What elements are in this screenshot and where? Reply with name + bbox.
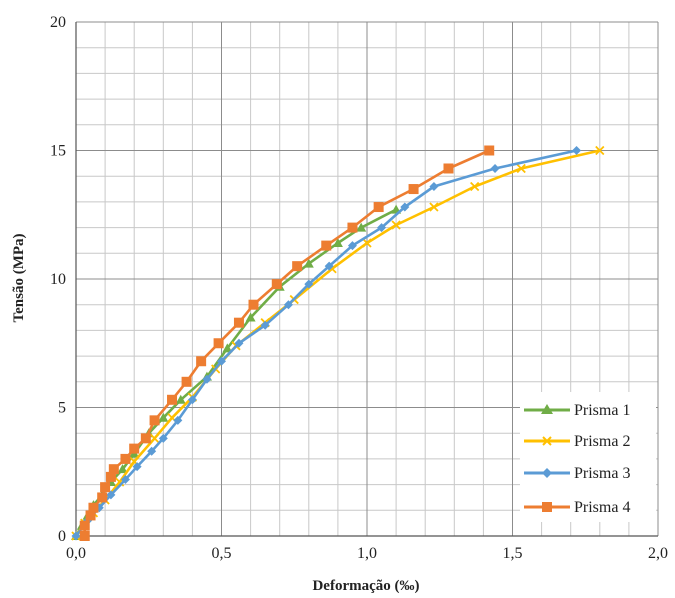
data-point [85, 510, 96, 521]
data-point [356, 222, 367, 232]
data-point [196, 356, 207, 367]
data-point [129, 443, 140, 454]
data-point [132, 462, 142, 472]
legend-label-prisma-3: Prisma 3 [574, 465, 630, 482]
data-point [260, 320, 270, 330]
data-point [234, 338, 244, 348]
data-point [490, 163, 500, 173]
x-tick-label: 1,0 [357, 545, 377, 562]
data-point [117, 464, 128, 474]
legend-entry-prisma-4: Prisma 4 [524, 499, 630, 516]
data-point [303, 258, 314, 268]
data-point [304, 279, 314, 289]
data-point [443, 163, 454, 174]
data-point [400, 202, 410, 212]
data-point [271, 279, 282, 290]
data-point [429, 181, 439, 191]
y-tick-label: 15 [50, 143, 66, 160]
data-point [373, 202, 384, 213]
data-point [429, 202, 439, 212]
data-point [484, 145, 495, 156]
x-tick-label: 2,0 [648, 545, 668, 562]
triangle-marker-icon [541, 404, 553, 414]
data-point [120, 453, 131, 464]
data-point [140, 433, 151, 444]
data-point [595, 145, 605, 156]
series-line-prisma-1 [74, 208, 397, 537]
data-point [105, 471, 116, 482]
data-point [347, 222, 358, 233]
data-point [173, 415, 183, 425]
legend-entry-prisma-2: Prisma 2 [524, 433, 630, 450]
data-point [158, 412, 169, 422]
data-point [321, 240, 332, 251]
data-point [213, 338, 224, 349]
data-point [106, 490, 116, 500]
data-point [147, 446, 157, 456]
data-point [222, 343, 233, 353]
y-tick-label: 10 [50, 271, 66, 288]
data-point [120, 474, 130, 484]
x-tick-label: 0,5 [212, 545, 232, 562]
y-tick-label: 5 [58, 400, 66, 417]
data-point [377, 223, 387, 233]
series-prisma-3 [71, 146, 582, 541]
data-point [362, 238, 372, 248]
tick-labels: 0,0 0,5 1,0 1,5 2,0 0 5 10 15 20 [50, 14, 668, 562]
data-point [149, 433, 160, 443]
data-point [167, 394, 178, 405]
data-point [79, 531, 90, 541]
data-point [187, 395, 197, 405]
data-point [88, 502, 99, 513]
data-point [175, 394, 186, 404]
data-point [71, 531, 81, 541]
series-layer [71, 145, 605, 541]
data-point [324, 261, 334, 271]
y-tick-label: 20 [50, 14, 66, 31]
data-point [332, 238, 343, 248]
data-point [97, 492, 108, 503]
data-point [347, 241, 357, 251]
series-prisma-4 [79, 145, 495, 541]
legend-label-prisma-4: Prisma 4 [574, 499, 630, 516]
square-marker-icon [542, 502, 552, 512]
data-point [217, 356, 226, 366]
data-point [100, 482, 111, 493]
diamond-marker-icon [542, 468, 552, 478]
data-point [470, 181, 480, 192]
x-tick-label: 1,5 [503, 545, 523, 562]
y-axis-title: Tensão (MPa) [11, 233, 27, 322]
x-marker-icon [542, 436, 552, 446]
data-point [202, 374, 212, 384]
data-point [158, 433, 168, 443]
legend-label-prisma-2: Prisma 2 [574, 433, 630, 450]
data-point [149, 415, 160, 426]
data-point [292, 261, 303, 272]
data-point [108, 464, 119, 475]
data-point [181, 376, 192, 387]
series-line-prisma-3 [74, 149, 577, 537]
data-point [248, 299, 259, 310]
data-point [572, 146, 582, 155]
data-point [79, 520, 90, 531]
data-point [245, 312, 256, 322]
x-tick-label: 0,0 [66, 545, 86, 562]
y-tick-label: 0 [58, 528, 66, 545]
data-point [233, 317, 244, 328]
data-point [283, 300, 293, 310]
data-point [516, 163, 526, 174]
data-point [408, 184, 419, 195]
legend-entry-prisma-1: Prisma 1 [524, 402, 630, 419]
legend: Prisma 1 Prisma 2 Prisma 3 Prisma 4 [520, 392, 656, 522]
legend-entry-prisma-3: Prisma 3 [524, 465, 630, 482]
legend-label-prisma-1: Prisma 1 [574, 402, 630, 419]
x-axis-title: Deformação (‰) [312, 578, 419, 594]
data-point [391, 220, 401, 230]
